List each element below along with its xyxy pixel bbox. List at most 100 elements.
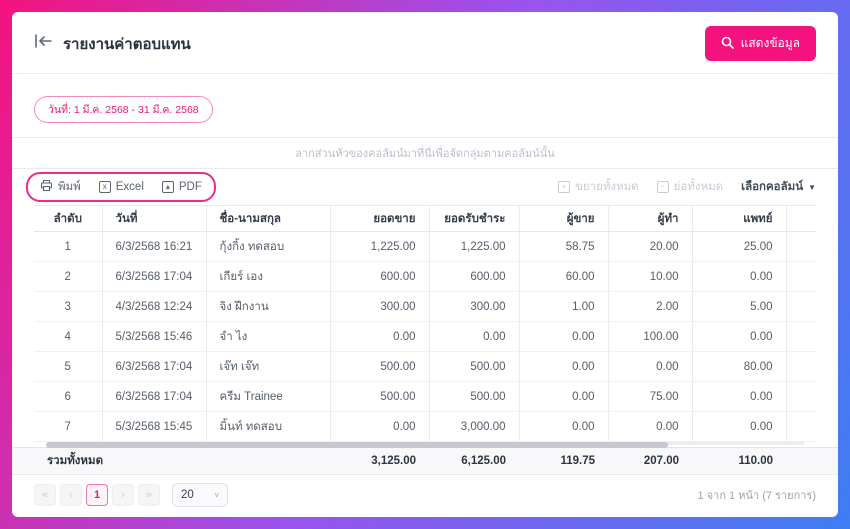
total-value: 110.00 [738,455,773,467]
table-cell: 1 [34,231,102,262]
report-card: รายงานค่าตอบแทน แสดงข้อมูล วันที่: 1 มี.… [12,12,838,517]
column-header[interactable]: ผู้ขาย [518,205,608,232]
table-header-row: ลำดับ วันที่ ชื่อ-นามสกุล ยอดขาย ยอดรับชำระผ… [34,205,816,232]
table-cell: 5/3/2568 15:46 [101,321,206,352]
printer-icon [40,179,53,195]
table-cell: 4/3/2568 12:24 [101,291,206,322]
table-cell: 20.00 [607,231,692,262]
totals-table: รวมทั้งหมด 3,125.00 6,125.00 119.75 207.00 11… [34,448,816,474]
column-header[interactable]: ยอดขาย [329,205,429,232]
page-size-select[interactable]: 20 ˅ [172,483,228,507]
table-cell: 0.00 [607,351,692,382]
export-button-group: พิมพ์ x Excel ▴ PDF [26,172,216,202]
table-cell: 5/3/2568 15:45 [101,411,206,442]
choose-columns-button[interactable]: เลือกคอลัมน์ ▼ [741,178,816,196]
chevron-down-icon: ˅ [214,490,219,500]
back-button[interactable] [34,34,53,53]
total-label: รวมทั้งหมด [47,455,104,467]
table-row: 1 6/3/2568 16:21 กุ้งกิ้ง ทดสอบ 1,225.00 1,2… [34,231,816,262]
total-value: 3,125.00 [371,455,416,467]
table-row: 6 6/3/2568 17:04 ครีม Trainee 500.00 500.00 0… [34,381,816,412]
table-cell: 60.00 [518,261,608,292]
table-cell: 0.00 [518,321,608,352]
table-cell: 0.00 [607,411,692,442]
collapse-all-button[interactable]: − ย่อทั้งหมด [656,178,723,196]
horizontal-scrollbar[interactable] [46,442,804,448]
table-cell: 6/3/2568 17:04 [101,351,206,382]
column-header[interactable]: ผู้ทำ [607,205,692,232]
grid-toolbar: พิมพ์ x Excel ▴ PDF + ขยายทั้งหมด − [12,169,838,205]
table-cell: 1,225.00 [329,231,429,262]
page-size-value: 20 [181,489,194,501]
column-header[interactable]: ยอดรับชำระ [428,205,519,232]
column-header[interactable]: ชื่อ-นามสกุล [205,205,330,232]
filler-cell [785,231,816,262]
filter-row: วันที่: 1 มี.ค. 2568 - 31 มี.ค. 2568 [12,74,838,123]
table-cell: 75.00 [607,381,692,412]
filler-cell [785,411,816,442]
data-grid: ลากส่วนหัวของคอลัมน์มาที่นี่เพื่อจัดกลุ่… [12,137,838,517]
total-value: 119.75 [560,455,595,467]
table-cell: 100.00 [607,321,692,352]
column-header[interactable]: แพทย์ [691,205,786,232]
choose-columns-label: เลือกคอลัมน์ [741,181,804,193]
next-page-button[interactable]: › [112,484,134,506]
table-cell: 0.00 [428,321,519,352]
column-header[interactable]: ลำดับ [34,205,102,232]
pagination-summary: 1 จาก 1 หน้า (7 รายการ) [697,490,816,502]
pdf-label: PDF [178,181,202,193]
report-table: ลำดับ วันที่ ชื่อ-นามสกุล ยอดขาย ยอดรับชำระผ… [34,205,816,442]
table-cell: 3,000.00 [428,411,519,442]
collapse-all-icon: − [656,181,669,193]
totals-row: รวมทั้งหมด 3,125.00 6,125.00 119.75 207.00 11… [12,447,838,475]
table-cell: 6/3/2568 17:04 [101,261,206,292]
expand-all-button[interactable]: + ขยายทั้งหมด [558,178,639,196]
table-cell: 25.00 [691,231,786,262]
table-cell: 7 [34,411,102,442]
table-cell: 1.00 [518,291,608,322]
total-value: 207.00 [643,455,679,467]
filler-cell [785,321,816,352]
date-range-chip[interactable]: วันที่: 1 มี.ค. 2568 - 31 มี.ค. 2568 [34,96,213,123]
export-pdf-button[interactable]: ▴ PDF [161,181,202,193]
export-excel-button[interactable]: x Excel [98,181,144,193]
table-row: 2 6/3/2568 17:04 เกียร์ เอง 600.00 600.00 60.… [34,261,816,292]
first-page-button[interactable]: « [34,484,56,506]
table-cell: 0.00 [518,351,608,382]
filler-cell [785,381,816,412]
table-row: 4 5/3/2568 15:46 จำ ไง 0.00 0.00 0.00 100.00 0.… [34,321,816,352]
table-cell: 10.00 [607,261,692,292]
excel-file-icon: x [98,181,111,193]
filler-column-header [785,205,816,232]
page-1-button[interactable]: 1 [86,484,108,506]
scrollbar-thumb[interactable] [46,442,668,448]
table-cell: เกียร์ เอง [205,261,330,292]
table-cell: 6 [34,381,102,412]
table-cell: 0.00 [691,261,786,292]
grid-options-group: + ขยายทั้งหมด − ย่อทั้งหมด เลือกคอลัมน์ … [558,178,816,196]
prev-page-button[interactable]: ‹ [60,484,82,506]
table-cell: จิง ฝึกงาน [205,291,330,322]
column-header[interactable]: วันที่ [101,205,206,232]
table-cell: จำ ไง [205,321,330,352]
search-icon [721,36,734,52]
table-cell: 58.75 [518,231,608,262]
excel-label: Excel [115,181,144,193]
table-cell: 0.00 [691,411,786,442]
totals-table-row: รวมทั้งหมด 3,125.00 6,125.00 119.75 207.00 11… [34,448,816,474]
table-cell: 2 [34,261,102,292]
table-cell: 6/3/2568 17:04 [101,381,206,412]
table-cell: 0.00 [329,321,429,352]
table-cell: 1,225.00 [428,231,519,262]
table-cell: 300.00 [329,291,429,322]
table-cell: 500.00 [428,351,519,382]
total-value: 6,125.00 [461,455,506,467]
print-button[interactable]: พิมพ์ [40,178,81,196]
filler-cell [785,291,816,322]
table-cell: ครีม Trainee [205,381,330,412]
table-cell: มิ้นท์ ทดสอบ [205,411,330,442]
pagination-bar: « ‹ 1 › » 20 ˅ 1 จาก 1 หน้า (7 รายการ) [12,475,838,517]
print-label: พิมพ์ [58,181,81,193]
show-data-button[interactable]: แสดงข้อมูล [704,26,816,61]
last-page-button[interactable]: » [138,484,160,506]
